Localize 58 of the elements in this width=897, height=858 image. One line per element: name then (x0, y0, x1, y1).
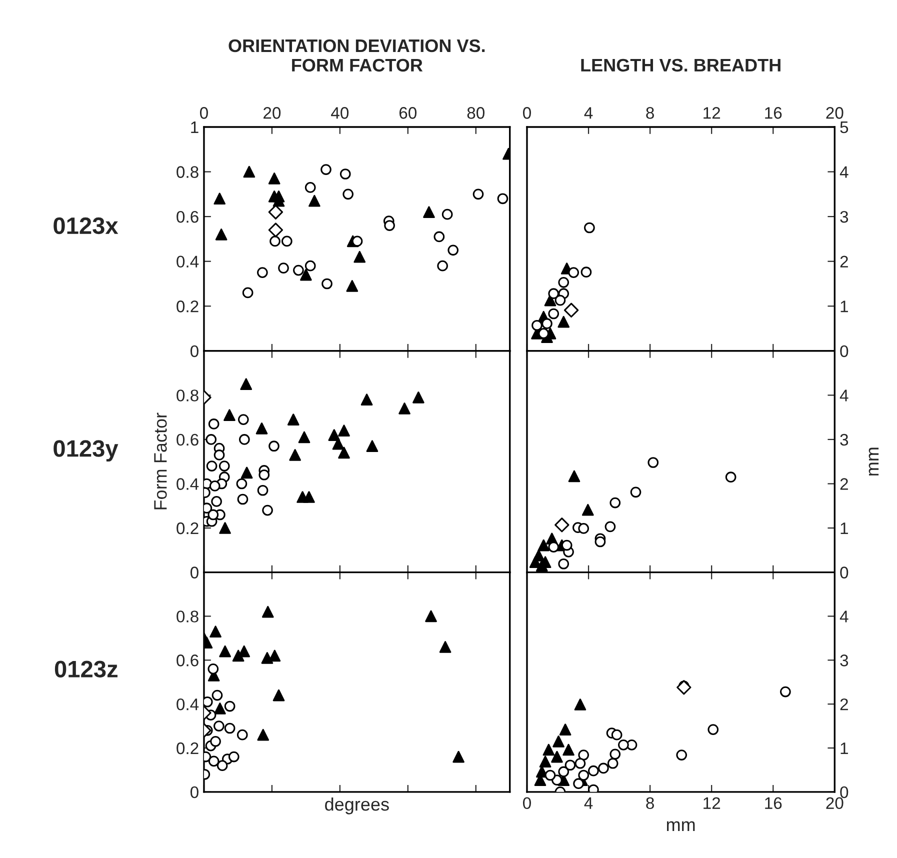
x-tick-label: 8 (646, 107, 654, 119)
x-axis-title: degrees (325, 797, 389, 814)
x-tick-label: 20 (826, 107, 844, 119)
x-tick-label: 16 (765, 797, 782, 810)
y-tick-label: 0.2 (176, 522, 198, 534)
y-tick-label: 3 (840, 210, 848, 223)
chart-title: LENGTH VS. BREADTH (581, 58, 780, 72)
y-tick-label: 3 (840, 654, 848, 666)
text: 0123x (54, 217, 118, 234)
chart-title: ORIENTATION DEVIATION VS. FORM FACTOR (228, 39, 485, 72)
y-tick-label: 5 (840, 122, 848, 134)
y-tick-label: 0 (840, 566, 848, 578)
x-axis-title: mm (666, 821, 695, 831)
x-tick-label: 80 (467, 107, 484, 119)
x-tick-label: 20 (264, 107, 281, 119)
y-tick-label: 0.2 (176, 300, 198, 312)
y-tick-label: 4 (840, 610, 848, 622)
y-tick-label: 2 (840, 256, 848, 268)
y-tick-label: 1 (840, 300, 848, 312)
y-tick-label: 0.4 (176, 478, 199, 490)
y-tick-label: 0.8 (176, 390, 198, 402)
y-tick-label: 0.6 (176, 654, 198, 666)
y-tick-label: 0 (190, 566, 198, 578)
y-tick-label: 1 (840, 522, 848, 534)
x-tick-label: 8 (646, 797, 654, 810)
y-tick-label: 0.4 (176, 256, 199, 268)
x-tick-label: 0 (200, 107, 208, 119)
y-tick-label: 2 (840, 478, 848, 490)
y-tick-label: 3 (840, 434, 848, 446)
x-tick-label: 16 (765, 107, 782, 119)
text: 0123z (54, 660, 118, 678)
x-tick-label: 12 (704, 107, 720, 119)
x-tick-label: 4 (584, 107, 593, 119)
x-tick-label: 4 (584, 797, 593, 809)
y-axis-title: Form Factor (154, 412, 167, 510)
y-tick-label: 4 (840, 166, 848, 178)
y-tick-label: 0.6 (176, 434, 198, 446)
x-tick-label: 12 (704, 797, 720, 809)
y-tick-label: 0.6 (176, 210, 198, 223)
y-axis-title: mm (868, 448, 879, 476)
x-tick-label: 60 (399, 107, 417, 119)
y-tick-label: 1 (191, 122, 198, 134)
y-tick-label: 0.8 (176, 166, 198, 178)
y-tick-label: 4 (840, 390, 848, 402)
x-tick-label: 0 (523, 797, 531, 810)
x-tick-label: 20 (826, 797, 844, 810)
y-tick-label: 0 (190, 786, 198, 798)
y-tick-label: 0 (840, 345, 848, 358)
y-tick-label: 0.2 (176, 742, 198, 754)
y-tick-label: 2 (840, 698, 848, 710)
y-tick-label: 0 (840, 786, 848, 798)
x-tick-label: 40 (331, 107, 349, 119)
y-tick-label: 1 (840, 742, 848, 754)
text: 0123y (54, 440, 118, 462)
x-tick-label: 0 (523, 107, 531, 119)
y-tick-label: 0.4 (176, 698, 199, 710)
y-tick-label: 0 (190, 345, 198, 358)
y-tick-label: 0.8 (176, 610, 198, 622)
